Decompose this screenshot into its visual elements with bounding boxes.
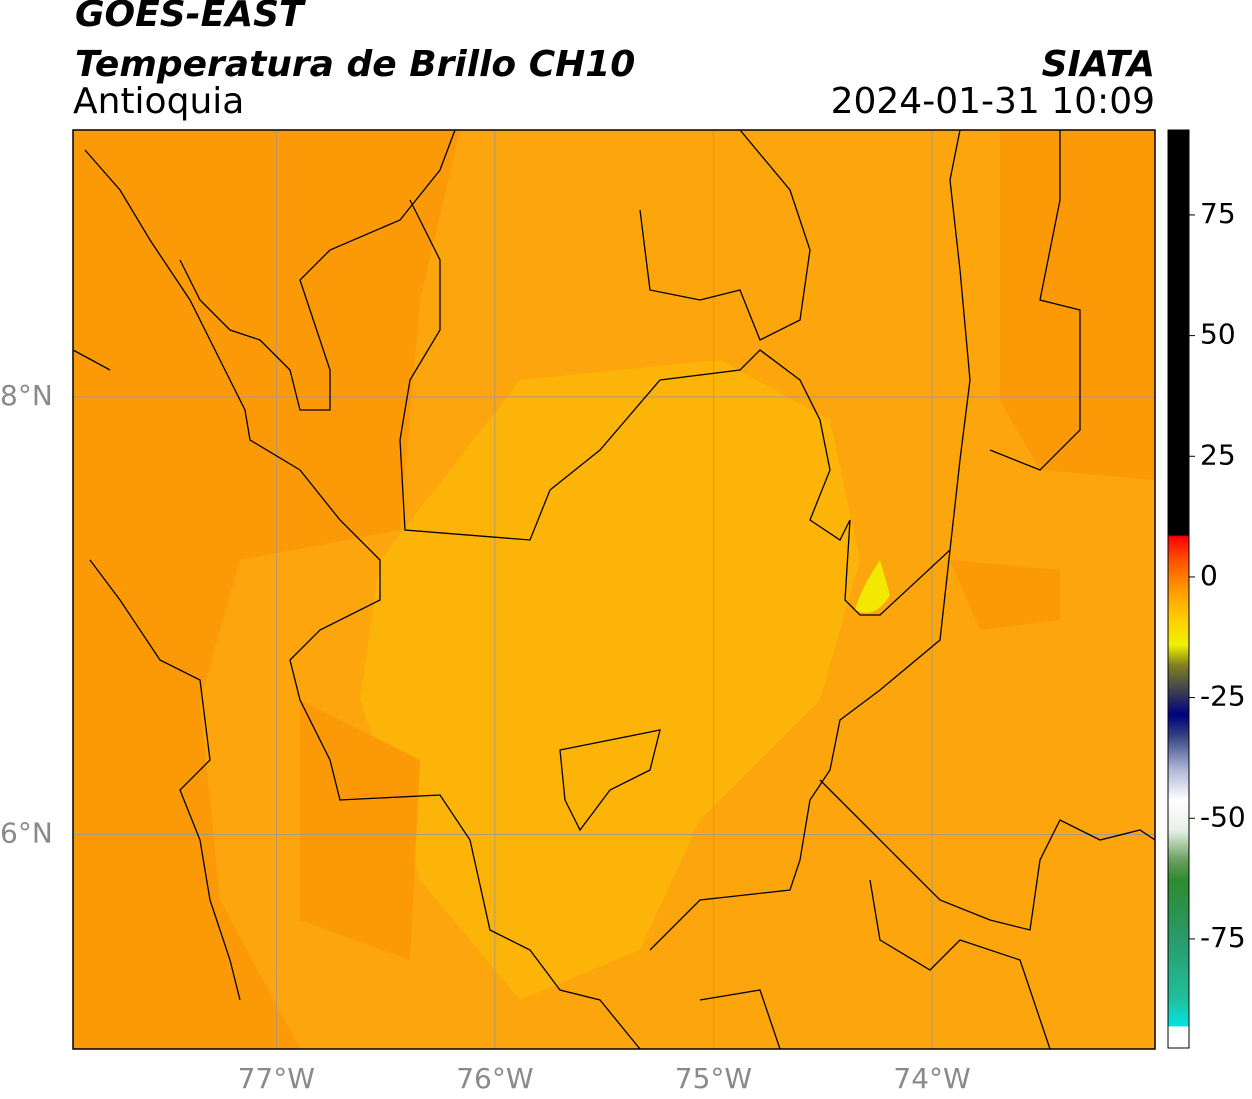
field-cool — [360, 360, 860, 1000]
colorbar-tick-label: 25 — [1200, 438, 1236, 471]
colorbar-tick-label: 50 — [1200, 318, 1236, 351]
map-frame — [72, 129, 1156, 1050]
region: Antioquia — [73, 81, 244, 122]
title: GOES-EAST — [75, 0, 306, 35]
field-warm — [950, 560, 1060, 630]
boundary — [399, 130, 971, 616]
x-tick-label: 76°W — [456, 1062, 533, 1095]
source: SIATA — [1042, 44, 1155, 85]
boundary — [989, 130, 1081, 471]
subtitle: Temperatura de Brillo CH10 — [75, 44, 635, 85]
field-warm — [300, 700, 420, 960]
x-tick-label: 77°W — [238, 1062, 315, 1095]
field-warm — [1000, 130, 1155, 480]
coastline — [73, 349, 241, 1001]
y-tick-label: 6°N — [0, 817, 53, 850]
colorbar-tick-label: -75 — [1200, 921, 1246, 954]
map — [73, 130, 1155, 1049]
colorbar-tick-label: -25 — [1200, 680, 1246, 713]
colorbar-tick-label: -50 — [1200, 800, 1246, 833]
grid — [73, 130, 1155, 1049]
y-tick-label: 8°N — [0, 379, 53, 412]
boundary — [639, 130, 811, 341]
colorbar-axis: -75 -50 -25 0 25 50 75 — [1189, 197, 1246, 954]
colorbar-tick-label: 0 — [1200, 559, 1218, 592]
boundary — [649, 549, 951, 951]
coastline — [179, 130, 456, 411]
x-tick-label: 74°W — [893, 1062, 970, 1095]
datetime: 2024-01-31 10:09 — [831, 81, 1155, 122]
boundary — [84, 149, 641, 1049]
boundary — [819, 779, 1155, 931]
boundary — [559, 729, 661, 832]
colorbar — [1167, 129, 1190, 1049]
colorbar-tick-label: 75 — [1200, 197, 1236, 230]
boundary — [699, 879, 1051, 1049]
x-tick-label: 75°W — [675, 1062, 752, 1095]
field-cold — [855, 560, 890, 613]
field-warm — [73, 130, 460, 1049]
